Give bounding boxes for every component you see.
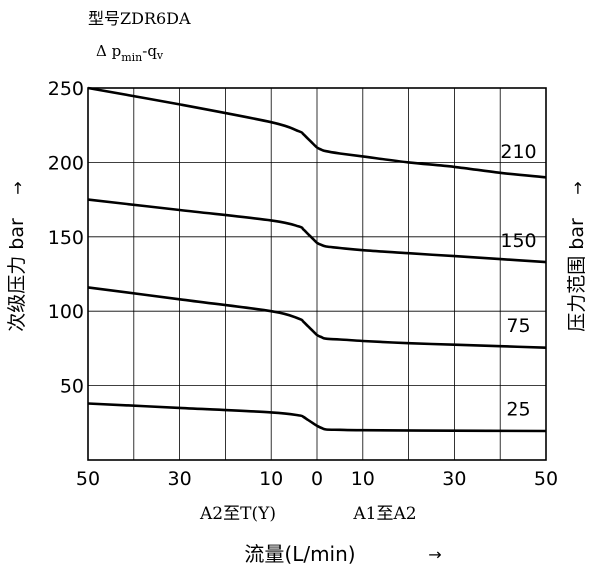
series-label-25: 25 — [506, 398, 530, 420]
x-region-right-label: A1至A2 — [352, 504, 416, 524]
y-axis-arrow-right: → — [568, 181, 587, 194]
subtitle-suffix-sub: v — [156, 49, 164, 62]
y-axis-label-left: 次级压力 bar — [6, 218, 28, 332]
series-line-210 — [87, 86, 547, 179]
x-tick-label: 10 — [259, 468, 283, 490]
y-tick-labels: 50 100 150 200 250 — [48, 78, 84, 398]
x-tick-label: 30 — [168, 468, 192, 490]
series-line-150 — [87, 198, 547, 264]
x-tick-label: 50 — [76, 468, 100, 490]
x-tick-label: 0 — [311, 468, 323, 490]
subtitle-suffix: -q — [142, 42, 157, 60]
chart-subtitle: Δ pmin-qv — [96, 42, 164, 64]
y-tick-label: 200 — [48, 152, 84, 174]
y-tick-label: 50 — [60, 376, 84, 398]
subtitle-sub: min — [121, 51, 142, 64]
series-label-150: 150 — [500, 230, 536, 252]
x-tick-label: 50 — [534, 468, 558, 490]
series-line-75 — [87, 286, 547, 349]
series-label-210: 210 — [500, 141, 536, 163]
x-tick-labels: 50 30 10 0 10 30 50 — [76, 468, 558, 490]
y-tick-label: 250 — [48, 78, 84, 100]
series-lines — [87, 86, 547, 433]
subtitle-prefix: Δ p — [96, 42, 121, 60]
grid-lines — [88, 88, 546, 460]
chart-title: 型号ZDR6DA — [88, 9, 191, 28]
plot-frame — [87, 87, 547, 461]
x-axis-arrow: → — [428, 545, 441, 564]
x-tick-label: 10 — [351, 468, 375, 490]
x-region-left-label: A2至T(Y) — [199, 504, 276, 524]
y-axis-arrow-left: → — [8, 181, 27, 194]
y-tick-label: 150 — [48, 227, 84, 249]
series-label-75: 75 — [506, 315, 530, 337]
series-labels: 210 150 75 25 — [500, 141, 536, 420]
y-axis-label-right: 压力范围 bar — [566, 218, 588, 332]
x-tick-label: 30 — [442, 468, 466, 490]
x-axis-label: 流量(L/min) — [244, 542, 355, 566]
series-line-25 — [87, 402, 547, 433]
y-tick-label: 100 — [48, 301, 84, 323]
